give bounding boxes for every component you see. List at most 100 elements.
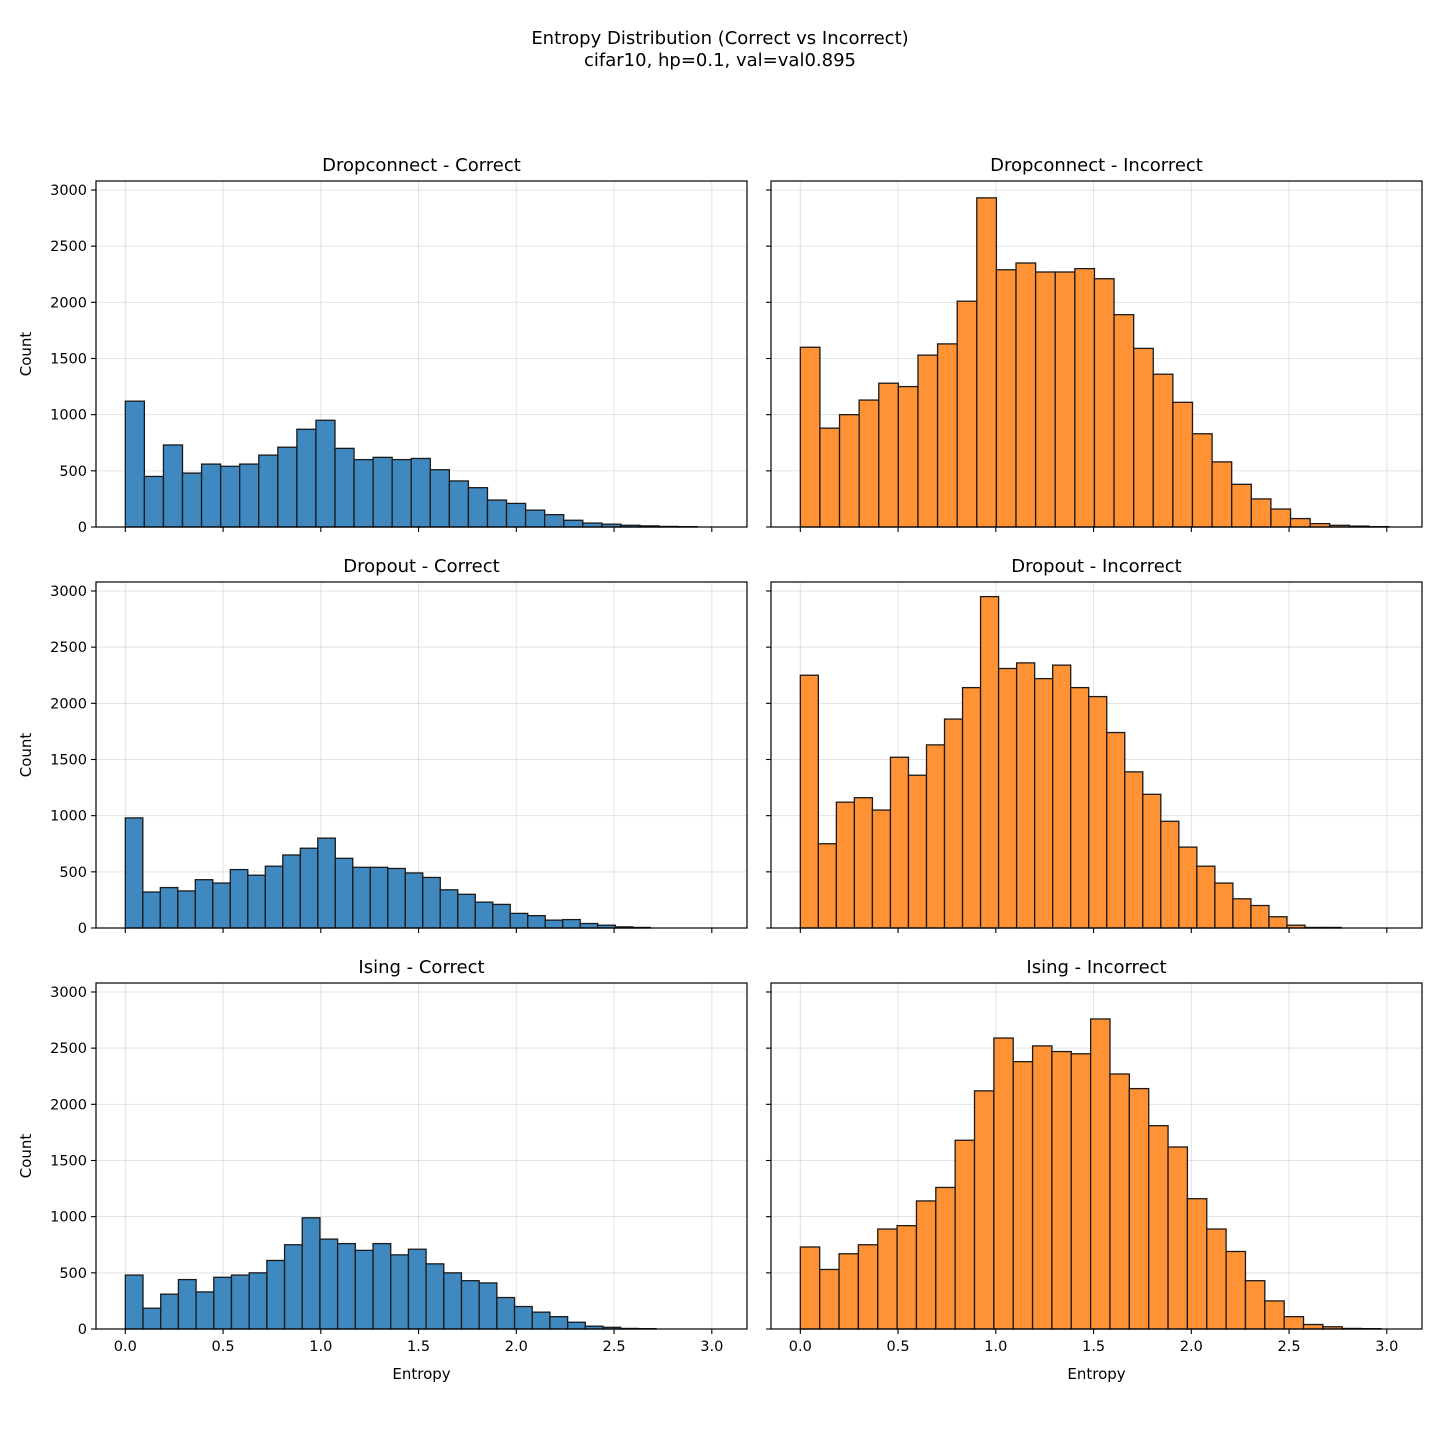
histogram-bar xyxy=(1264,1300,1285,1330)
histogram-bar xyxy=(124,1274,144,1330)
y-tick-label: 500 xyxy=(59,1266,87,1282)
histogram-bar xyxy=(544,513,565,528)
histogram-bar xyxy=(212,882,231,929)
histogram-bar xyxy=(258,454,279,528)
y-tick-label: 0 xyxy=(78,921,87,937)
histogram-bar xyxy=(1148,1125,1169,1330)
histogram-bar xyxy=(1070,1053,1092,1330)
histogram-bar xyxy=(1270,508,1292,528)
histogram-bar xyxy=(1051,1050,1072,1330)
axes-frame xyxy=(770,982,1423,1330)
histogram-bar xyxy=(1283,1315,1305,1330)
histogram-bar xyxy=(1268,916,1288,929)
histogram-bar xyxy=(1225,1250,1247,1330)
histogram-bar xyxy=(956,300,978,528)
panel-incorrect-dropconnect: Dropconnect - Incorrect xyxy=(766,155,1423,532)
y-tick-label: 3000 xyxy=(50,183,87,199)
x-tick-label: 2.5 xyxy=(603,1339,626,1355)
histogram-bar xyxy=(1054,271,1076,528)
histogram-bar xyxy=(1015,662,1036,929)
histogram-bar xyxy=(1124,771,1144,929)
x-tick-label: 0.5 xyxy=(887,1339,910,1355)
histogram-bar xyxy=(566,1321,586,1330)
histogram-bar xyxy=(457,893,476,929)
histogram-bar xyxy=(177,890,196,929)
histogram-bar xyxy=(439,889,459,929)
histogram-bar xyxy=(1070,686,1090,929)
histogram-bar xyxy=(1012,1060,1034,1330)
histogram-bar xyxy=(296,428,317,528)
y-tick-label: 3000 xyxy=(50,985,87,1001)
histogram-bar xyxy=(1211,461,1233,528)
histogram-bar xyxy=(853,797,874,929)
panel-correct-dropconnect: Dropconnect - Correct 0 500 1000 1500 2000 250… xyxy=(17,155,748,536)
histogram-bar xyxy=(239,463,260,528)
histogram-bar xyxy=(1178,846,1198,929)
histogram-bar xyxy=(143,475,165,528)
histogram-bar xyxy=(407,1248,427,1330)
histogram-bar xyxy=(819,1268,840,1330)
histogram-bar xyxy=(390,1254,410,1330)
histogram-bar xyxy=(1250,904,1270,929)
histogram-bar xyxy=(954,1139,976,1330)
histogram-bar xyxy=(354,1249,374,1330)
histogram-bar xyxy=(509,912,529,929)
histogram-bar xyxy=(1232,898,1252,929)
histogram-bar xyxy=(877,1228,898,1330)
histogram-bar xyxy=(995,269,1017,528)
histogram-bar xyxy=(838,1253,860,1330)
histogram-bar xyxy=(799,1246,821,1330)
histogram-bar xyxy=(799,346,821,528)
histogram-bar xyxy=(1113,314,1135,528)
histogram-bar xyxy=(817,843,838,929)
histogram-bar xyxy=(219,465,241,528)
histogram-bar xyxy=(429,469,451,528)
histogram-bar xyxy=(1106,731,1126,929)
x-axis-label: Entropy xyxy=(1067,1365,1125,1383)
x-tick-label: 3.0 xyxy=(1375,1339,1398,1355)
histogram-bar xyxy=(478,1282,498,1330)
histogram-bar xyxy=(917,354,939,528)
y-tick-label: 1500 xyxy=(50,752,87,768)
histogram-bar xyxy=(404,872,424,929)
histogram-bar xyxy=(142,891,161,929)
x-tick-label: 1.5 xyxy=(407,1339,430,1355)
y-tick-label: 2500 xyxy=(50,640,87,656)
histogram-bar xyxy=(492,903,511,929)
histogram-bar xyxy=(264,865,284,929)
histogram-bar xyxy=(1244,1280,1266,1330)
y-tick-label: 0 xyxy=(78,520,87,536)
histogram-bar xyxy=(1034,271,1056,528)
histogram-bar xyxy=(474,901,494,929)
histogram-bar xyxy=(1172,401,1194,528)
panel-correct-ising: Ising - Correct 0 500 1000 1500 2000 2500 3000 0… xyxy=(17,957,748,1383)
histogram-bar xyxy=(460,1280,480,1330)
histogram-bar xyxy=(448,480,470,528)
histogram-bar xyxy=(973,1090,995,1330)
histogram-bar xyxy=(1160,820,1180,929)
histogram-bar xyxy=(1186,1198,1208,1330)
histogram-bar xyxy=(961,686,982,929)
y-tick-label: 1500 xyxy=(50,351,87,367)
histogram-bar xyxy=(443,1272,463,1330)
histogram-bar xyxy=(563,519,584,528)
histogram-bar xyxy=(142,1307,162,1330)
histogram-bar xyxy=(391,458,412,528)
histogram-bar xyxy=(1206,1228,1227,1330)
y-axis-label: Count xyxy=(17,733,35,778)
histogram-bar xyxy=(896,1224,918,1330)
histogram-bar xyxy=(334,857,354,929)
histogram-bar xyxy=(230,1274,250,1330)
axes-frame xyxy=(95,180,748,528)
y-axis-label: Count xyxy=(17,332,35,377)
histogram-bar xyxy=(317,837,336,929)
histogram-bar xyxy=(1128,1087,1150,1330)
histogram-bar xyxy=(200,463,222,528)
panel-correct-dropout: Dropout - Correct 0 500 1000 1500 2000 2500 300… xyxy=(17,556,748,937)
histogram-bar xyxy=(425,1263,445,1330)
histogram-bar xyxy=(283,1244,303,1330)
y-tick-label: 1000 xyxy=(50,1210,87,1226)
x-tick-label: 2.5 xyxy=(1278,1339,1301,1355)
histogram-bar xyxy=(878,382,900,528)
histogram-bar xyxy=(1052,664,1072,929)
